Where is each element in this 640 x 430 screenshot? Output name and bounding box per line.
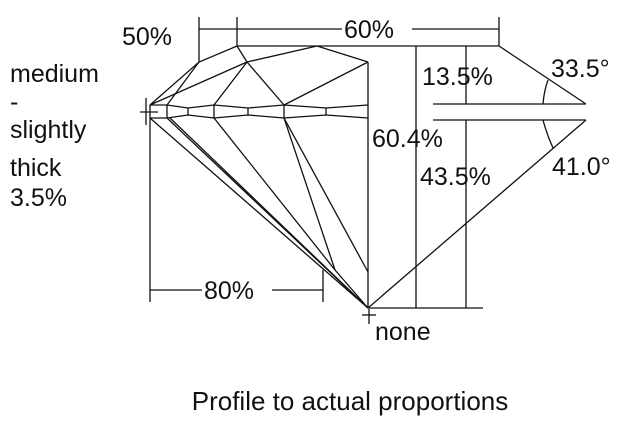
girdle-label: medium - slightly thick 3.5% (10, 60, 99, 212)
star-length-label: 80% (204, 277, 254, 305)
crown-facets (149, 45, 369, 106)
svg-text:-: - (10, 88, 18, 116)
right-profile (367, 46, 587, 309)
svg-text:medium: medium (10, 60, 99, 88)
dimension-lines (149, 17, 500, 302)
caption: Profile to actual proportions (192, 386, 509, 416)
culet-cross-marker (362, 309, 376, 324)
crown-angle-arc (542, 79, 549, 105)
pavilion-angle-arc (542, 119, 554, 149)
pavilion-facets (149, 62, 369, 309)
total-depth-label: 60.4% (372, 125, 443, 153)
svg-text:thick: thick (10, 154, 62, 182)
svg-text:3.5%: 3.5% (10, 184, 67, 212)
crown-angle-label: 33.5° (551, 55, 610, 83)
pavilion-depth-label: 43.5% (420, 163, 491, 191)
pavilion-angle-label: 41.0° (552, 153, 611, 181)
culet-label: none (375, 318, 431, 346)
crown-height-label: 13.5% (422, 63, 493, 91)
girdle-cross-marker (140, 98, 158, 125)
svg-text:slightly: slightly (10, 116, 87, 144)
girdle (149, 104, 369, 119)
lower-half-label: 50% (122, 23, 172, 51)
table-label: 60% (344, 16, 394, 44)
